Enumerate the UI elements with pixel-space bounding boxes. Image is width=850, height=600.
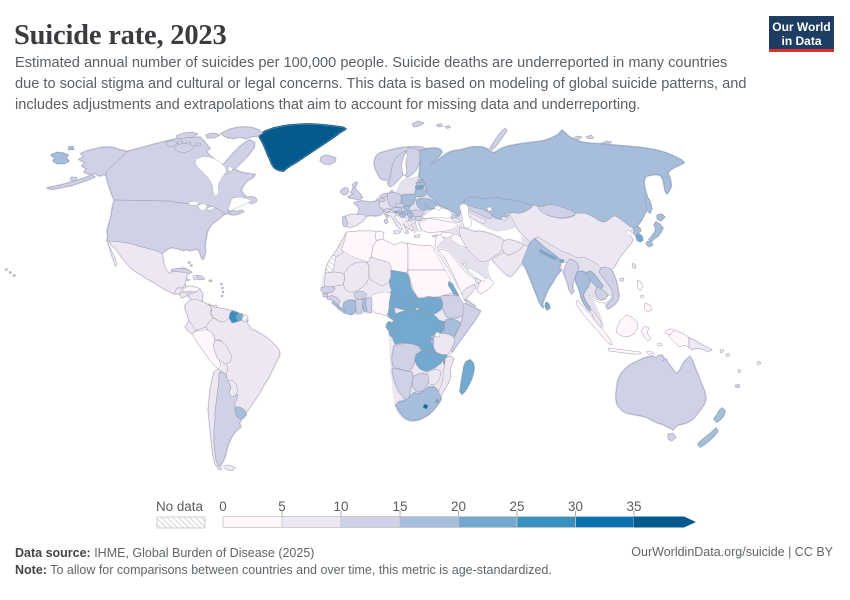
svg-text:10: 10 xyxy=(334,499,349,514)
svg-text:15: 15 xyxy=(393,499,408,514)
svg-text:30: 30 xyxy=(568,499,583,514)
svg-text:No data: No data xyxy=(156,499,203,514)
svg-text:5: 5 xyxy=(278,499,285,514)
svg-text:25: 25 xyxy=(510,499,525,514)
svg-text:20: 20 xyxy=(451,499,466,514)
svg-text:35: 35 xyxy=(627,499,642,514)
svg-text:0: 0 xyxy=(219,499,226,514)
